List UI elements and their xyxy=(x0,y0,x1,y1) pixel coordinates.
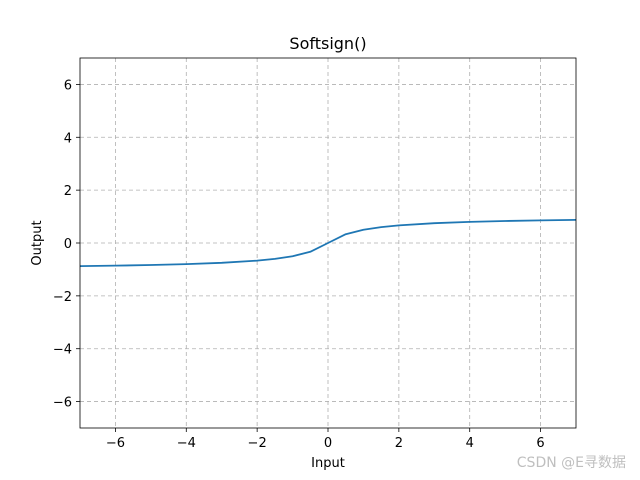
x-tick-label: 2 xyxy=(395,436,403,451)
y-tick-label: −2 xyxy=(53,290,72,305)
y-tick-label: 6 xyxy=(64,78,72,93)
y-tick-label: 0 xyxy=(64,237,72,252)
plot-area xyxy=(79,218,577,268)
chart-title: Softsign() xyxy=(289,34,366,53)
y-tick-label: 4 xyxy=(64,131,72,146)
y-axis-ticks: −6 −4 −2 0 2 4 6 xyxy=(53,78,80,411)
y-tick-label: 2 xyxy=(64,184,72,199)
y-tick-label: −6 xyxy=(53,396,72,411)
x-tick-label: −6 xyxy=(106,436,125,451)
x-tick-label: −4 xyxy=(177,436,196,451)
x-tick-label: −2 xyxy=(248,436,267,451)
series-line xyxy=(79,218,577,268)
x-tick-label: 6 xyxy=(536,436,544,451)
x-axis-label: Input xyxy=(311,456,345,471)
y-tick-label: −4 xyxy=(53,343,72,358)
x-tick-label: 4 xyxy=(466,436,474,451)
y-axis-label: Output xyxy=(30,220,45,265)
watermark: CSDN @E寻数据 xyxy=(516,455,626,471)
x-axis-ticks: −6 −4 −2 0 2 4 6 xyxy=(106,428,545,451)
x-tick-label: 0 xyxy=(324,436,332,451)
